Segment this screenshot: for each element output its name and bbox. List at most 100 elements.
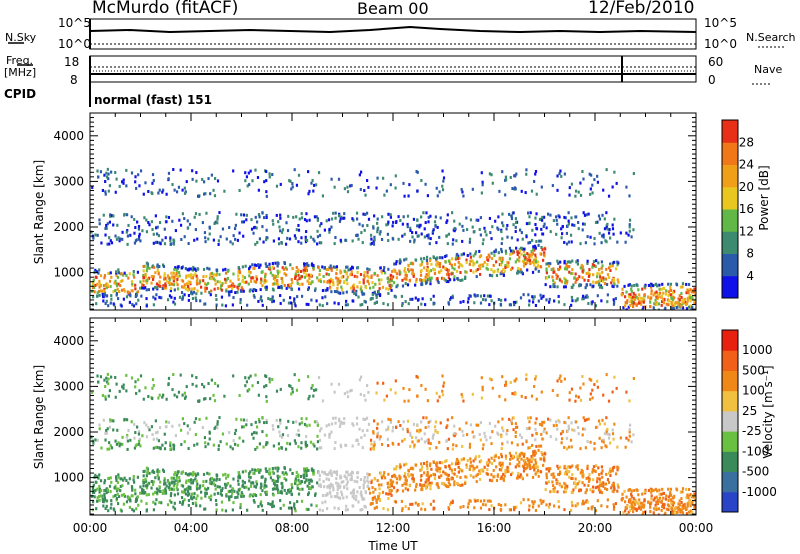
velocity-cell [329, 484, 332, 488]
power-cell [209, 192, 212, 196]
power-cell [134, 180, 137, 184]
power-cell [112, 214, 115, 218]
power-cell [291, 185, 294, 189]
power-cell [614, 297, 617, 301]
power-cell [192, 273, 195, 277]
power-cell [667, 282, 670, 286]
velocity-cell [532, 450, 535, 454]
power-panel [89, 112, 697, 311]
velocity-cell [297, 473, 300, 477]
velocity-cell [308, 394, 311, 398]
power-cell [508, 303, 511, 307]
velocity-cell [499, 507, 502, 511]
velocity-cell [183, 440, 186, 444]
power-cell [227, 285, 230, 289]
velocity-cell [144, 484, 148, 488]
velocity-cell [407, 472, 410, 476]
power-cell [264, 275, 267, 279]
power-cell [568, 270, 571, 274]
velocity-cell [332, 486, 335, 490]
power-cell [680, 296, 683, 300]
velocity-cell [297, 445, 300, 449]
velocity-cell [150, 486, 153, 490]
velocity-cell [191, 473, 194, 477]
power-cell [265, 213, 268, 217]
velocity-cell [96, 475, 99, 479]
power-cell [103, 173, 106, 177]
power-cell [553, 299, 556, 303]
power-cell [488, 255, 491, 259]
power-cell [224, 277, 227, 281]
beam-title: Beam 00 [357, 0, 429, 18]
power-cell [613, 260, 616, 264]
velocity-cell [304, 443, 307, 447]
velocity-cell [221, 432, 225, 436]
power-cell [428, 276, 431, 280]
velocity-cell [331, 483, 334, 487]
velocity-cell [479, 438, 482, 442]
velocity-cell [536, 470, 539, 474]
power-cell [150, 274, 153, 278]
velocity-cell [586, 440, 589, 444]
velocity-cell [457, 459, 460, 463]
power-cell [131, 282, 134, 286]
power-cell [444, 254, 447, 258]
velocity-cell [373, 496, 376, 500]
velocity-cell [404, 478, 407, 482]
power-cell [195, 274, 198, 278]
velocity-cell [195, 504, 198, 508]
power-cell [602, 235, 605, 239]
velocity-cell [167, 480, 170, 484]
velocity-cell [397, 442, 400, 446]
power-cell [581, 297, 584, 301]
power-cell [125, 213, 129, 217]
power-cell [589, 283, 592, 287]
velocity-cell [545, 476, 548, 480]
velocity-cell [465, 465, 468, 469]
power-cell [439, 262, 442, 266]
power-cell [479, 216, 482, 220]
velocity-cell [409, 444, 412, 448]
power-cell [403, 232, 406, 236]
velocity-cell [394, 379, 397, 383]
power-cell [134, 294, 137, 298]
velocity-cell [330, 495, 333, 499]
velocity-cell [467, 502, 470, 506]
power-cell [456, 276, 459, 280]
velocity-cell [295, 433, 298, 437]
velocity-cell [103, 492, 106, 496]
power-cell [356, 285, 359, 289]
power-cell [612, 232, 615, 236]
velocity-cell [593, 447, 596, 451]
velocity-cell [471, 464, 474, 468]
power-cell [461, 239, 464, 243]
velocity-cell [473, 506, 476, 510]
power-cell [581, 269, 584, 273]
velocity-cell [419, 428, 422, 432]
power-cell [558, 278, 562, 282]
power-cell [593, 264, 596, 268]
velocity-cell [627, 500, 631, 504]
velocity-cell [452, 443, 455, 447]
velocity-cell [545, 467, 548, 471]
velocity-cell [339, 443, 342, 447]
velocity-cell [510, 441, 514, 445]
power-cell [411, 297, 414, 301]
velocity-cell [392, 474, 395, 478]
power-cell [570, 295, 574, 299]
velocity-cell [96, 487, 99, 491]
power-cell [424, 281, 428, 285]
velocity-cell [172, 373, 175, 377]
velocity-cell [260, 482, 263, 486]
power-cell [472, 254, 475, 258]
power-cell [392, 281, 396, 285]
velocity-cell [600, 504, 603, 508]
power-cell [156, 265, 160, 269]
velocity-cell [288, 442, 292, 446]
velocity-cell [497, 503, 500, 507]
power-cell [609, 264, 612, 268]
velocity-cell [145, 493, 148, 497]
power-cell [303, 218, 307, 222]
velocity-cell [339, 496, 342, 500]
velocity-cell [635, 508, 638, 512]
